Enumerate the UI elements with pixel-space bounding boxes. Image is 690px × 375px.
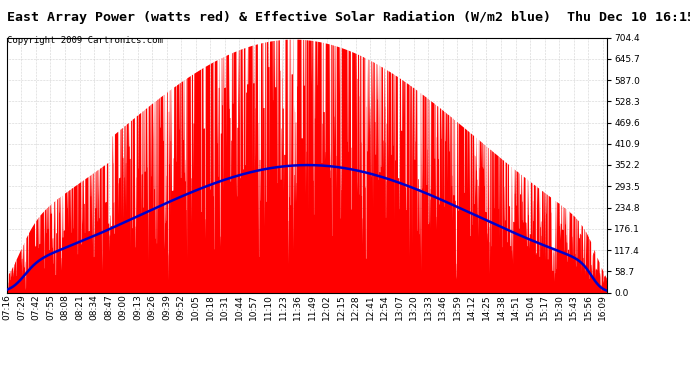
Text: East Array Power (watts red) & Effective Solar Radiation (W/m2 blue)  Thu Dec 10: East Array Power (watts red) & Effective…	[7, 11, 690, 24]
Text: Copyright 2009 Cartronics.com: Copyright 2009 Cartronics.com	[7, 36, 163, 45]
